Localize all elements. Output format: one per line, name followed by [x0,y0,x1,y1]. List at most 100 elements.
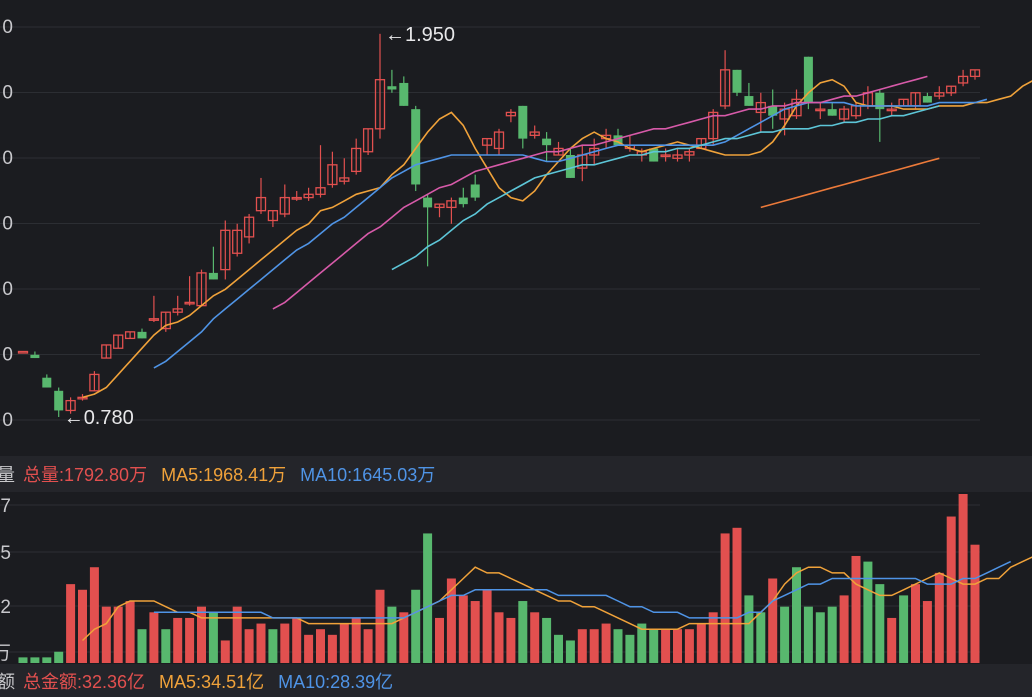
candle-up [160,311,171,332]
candle-down [768,89,778,129]
amount-legend: 额 总金额:32.36亿 MA5:34.51亿 MA10:28.39亿 [0,664,1032,697]
candle-body [838,108,850,120]
volume-bar-up [946,516,956,663]
candle-body [255,196,267,212]
volume-bar-down [161,629,171,663]
volume-bar-up [292,617,302,663]
volume-bar-up [78,589,87,663]
price-tick-label: 0 [2,17,13,38]
candle-body [423,197,433,208]
volume-bar-down [387,606,397,663]
candle-body [291,196,302,200]
volume-bar-down [208,612,218,663]
candle-body [481,137,493,146]
candle-body [113,334,124,349]
price-ma60-line [760,157,940,209]
candle-up [113,334,124,349]
candle-body [470,184,480,198]
candle-body [303,193,314,199]
candle-body [660,154,671,158]
volume-bar-up [506,617,516,663]
volume-bar-down [815,612,825,663]
candle-body [493,131,505,150]
candle-up [148,295,160,323]
volume-bar-up [89,567,99,663]
candle-up [660,148,671,162]
volume-bar-up [970,544,980,663]
volume-bar-down [827,606,837,663]
candle-body [946,85,957,94]
candle-up [315,145,326,198]
volume-bar-up [351,617,361,663]
volume-bar-up [708,612,718,663]
candle-body [518,105,528,139]
volume-legend: 量 总量:1792.80万 MA5:1968.41万 MA10:1645.03万 [0,456,1032,492]
candle-down [30,351,40,359]
candle-body [89,373,100,392]
candle-up [969,69,981,80]
candle-up [434,203,445,218]
amount-ma10: MA10:28.39亿 [278,671,394,692]
candle-up [672,148,683,162]
candle-up [708,109,719,146]
volume-bar-down [744,595,754,663]
candle-up [529,125,540,139]
volume-bar-up [446,578,456,663]
candle-up [279,184,290,218]
volume-bar-down [780,606,790,663]
candle-body [827,109,837,116]
candle-down [565,148,575,178]
volume-bar-down [30,657,40,663]
volume-bar-up [696,623,706,663]
candle-down [208,246,218,280]
candle-up [291,191,302,201]
volume-bar-down [411,589,421,663]
candle-body [969,69,981,78]
candle-body [957,75,969,84]
volume-bar-down [42,657,52,663]
volume-bar-up [601,623,611,663]
volume-bar-up [589,629,599,663]
candle-up [755,92,766,133]
volume-bar-up [482,589,492,663]
candle-body [399,82,409,106]
volume-bar-up [673,629,682,663]
candle-body [42,377,52,388]
volume-ma10: MA10:1645.03万 [300,465,436,485]
candle-up [934,86,945,100]
candle-up [577,145,588,182]
candle-up [17,350,29,354]
volume-tick-label: 2 [0,597,11,618]
volume-bar-up [316,629,325,663]
price-ma20-line [272,75,928,310]
volume-bar-up [66,584,76,663]
candle-up [220,220,231,280]
candle-body [160,311,171,330]
candle-up [505,109,517,123]
candle-body [565,155,575,178]
candle-body [65,399,76,412]
volume-bar-down [625,634,635,663]
volume-bar-up [125,601,135,663]
candle-up [243,213,255,244]
volume-bar-up [768,578,778,663]
candle-body [232,229,243,254]
volume-bar-down [54,651,64,663]
volume-ma10-line [153,560,1012,619]
candle-up [838,105,850,123]
candle-body [411,109,421,185]
candle-body [172,308,183,313]
volume-bar-up [185,617,195,663]
volume-bar-up [256,623,266,663]
price-tick-label: 0 [2,279,13,300]
volume-bar-down [518,601,528,663]
candle-up [481,137,493,155]
candle-up [124,331,136,340]
candle-up [815,102,826,119]
volume-bar-down [863,561,873,663]
candle-body [279,196,290,215]
price-tick-label: 0 [2,410,13,431]
volume-bar-up [435,617,444,663]
volume-bar-up [661,629,671,663]
